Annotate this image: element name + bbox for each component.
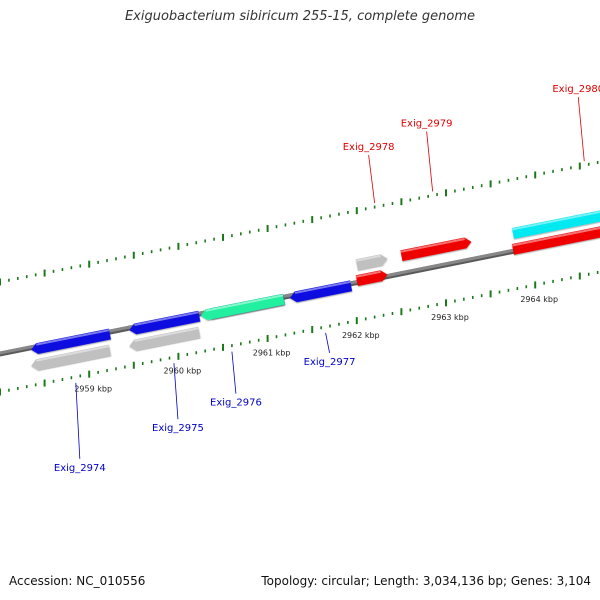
gene-label[interactable]: Exig_2974	[54, 463, 106, 474]
gene-arrow-highlight	[36, 345, 110, 362]
gene-arrow-highlight	[205, 294, 284, 312]
gene-arrow-highlight	[400, 237, 465, 253]
gene-arrow	[355, 270, 388, 287]
gene-arrow	[129, 326, 201, 351]
gene-arrow-highlight	[36, 329, 110, 346]
gene-feature-reverse[interactable]	[289, 280, 353, 303]
leader-line	[426, 131, 434, 192]
kbp-label: 2961 kbp	[253, 349, 291, 358]
gene-label[interactable]: Exig_2980	[552, 84, 600, 95]
gene-labels: Exig_2974 Exig_2975 Exig_2976 Exig_2977 Exig…	[54, 84, 600, 474]
reverse-tick-row	[0, 270, 599, 396]
gene-arrow	[511, 217, 600, 255]
gene-feature-reverse[interactable]	[30, 328, 112, 356]
gene-arrow	[31, 328, 112, 354]
gene-arrow	[400, 237, 472, 262]
gene-arrow	[289, 280, 353, 303]
leader-line	[577, 97, 585, 162]
leader-line	[231, 351, 237, 394]
gene-arrow	[200, 293, 285, 321]
gene-feature-forward[interactable]	[511, 216, 600, 255]
gene-label[interactable]: Exig_2975	[152, 423, 204, 434]
gene-arrow-highlight	[294, 280, 351, 294]
gene-feature-forward[interactable]	[355, 269, 389, 287]
forward-tick-row	[0, 160, 599, 286]
gene-feature-forward[interactable]	[400, 236, 472, 262]
gene-label[interactable]: Exig_2978	[343, 142, 395, 153]
gene-arrow-highlight	[511, 201, 600, 231]
leader-line	[368, 155, 376, 204]
gene-label[interactable]: Exig_2976	[210, 398, 262, 409]
leader-line	[325, 332, 330, 353]
kbp-label: 2959 kbp	[74, 384, 112, 393]
gene-arrow-highlight	[355, 254, 381, 262]
accession-text: Accession: NC_010556	[9, 574, 146, 588]
gene-arrow	[511, 201, 600, 239]
gene-features	[30, 200, 600, 372]
leader-line	[173, 363, 179, 420]
genome-title: Exiguobacterium sibiricum 255-15, comple…	[124, 9, 476, 24]
gene-arrow	[129, 310, 201, 335]
leader-line	[75, 382, 81, 459]
gene-label[interactable]: Exig_2977	[304, 357, 356, 368]
kbp-label: 2960 kbp	[164, 367, 202, 376]
gene-arrow	[31, 344, 112, 370]
gene-arrow-highlight	[355, 270, 381, 278]
kbp-label: 2964 kbp	[520, 295, 558, 304]
gene-arrow-highlight	[511, 217, 600, 247]
gene-feature-reverse[interactable]	[200, 293, 285, 321]
kbp-labels: 2959 kbp 2960 kbp 2961 kbp 2962 kbp 2963 kbp…	[74, 295, 558, 393]
gene-feature-forward[interactable]	[355, 253, 389, 271]
kbp-label: 2962 kbp	[342, 331, 380, 340]
gene-arrow-highlight	[134, 327, 199, 343]
gene-arrow-highlight	[134, 311, 199, 327]
gene-arrow	[355, 254, 388, 271]
gene-feature-forward[interactable]	[511, 200, 600, 239]
topology-summary: Topology: circular; Length: 3,034,136 bp…	[261, 574, 591, 588]
label-leader-lines	[75, 97, 585, 459]
gene-label[interactable]: Exig_2979	[401, 118, 453, 129]
gene-feature-reverse[interactable]	[128, 326, 201, 352]
kbp-label: 2963 kbp	[431, 313, 469, 322]
gene-feature-reverse[interactable]	[30, 344, 112, 372]
gene-feature-reverse[interactable]	[128, 310, 201, 336]
